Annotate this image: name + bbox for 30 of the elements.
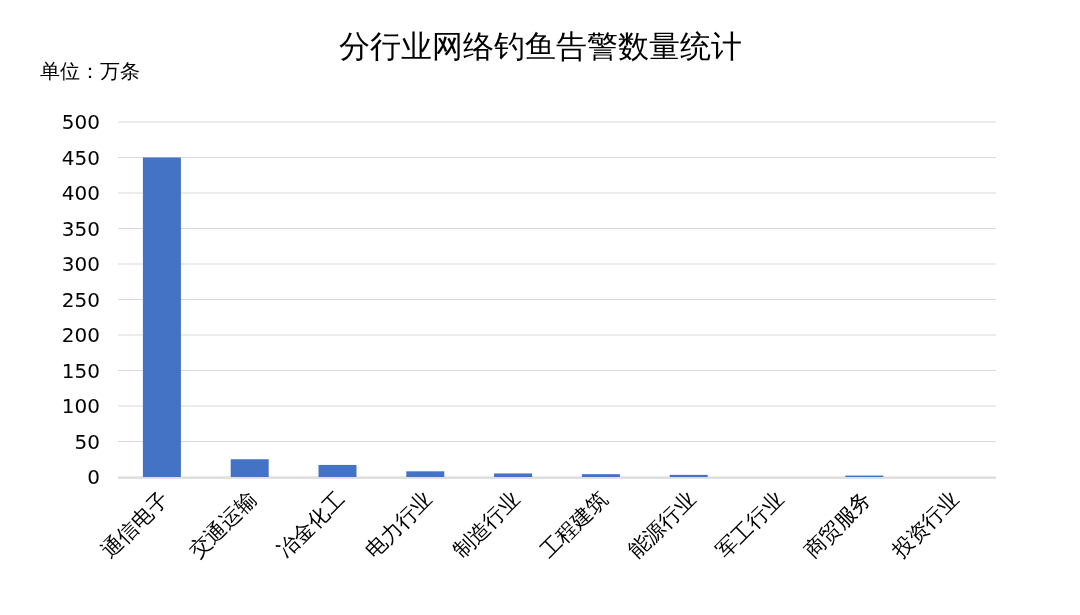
bar	[581, 474, 620, 477]
y-tick-label: 100	[61, 394, 100, 418]
y-tick-label: 400	[61, 181, 100, 205]
y-tick-label: 250	[61, 287, 100, 312]
x-tick-label: 能源行业	[623, 486, 701, 563]
x-tick-label: 交通运输	[184, 486, 262, 563]
y-axis-title: 单位：万条	[40, 59, 140, 83]
x-tick-label: 制造行业	[448, 486, 525, 563]
x-tick-label: 投资行业	[886, 486, 964, 564]
bar	[142, 157, 181, 477]
chart-title: 分行业网络钓鱼告警数量统计	[338, 28, 742, 64]
bar	[230, 459, 269, 477]
y-tick-label: 0	[87, 465, 100, 489]
y-tick-label: 500	[61, 110, 100, 134]
y-tick-label: 150	[61, 358, 100, 383]
x-tick-label: 军工行业	[711, 486, 789, 563]
y-tick-label: 300	[61, 252, 100, 276]
x-tick-label: 电力行业	[360, 486, 437, 563]
x-tick-label: 商贸服务	[799, 486, 876, 563]
bar	[318, 464, 357, 477]
bar	[669, 474, 708, 477]
y-tick-label: 200	[61, 323, 100, 347]
y-tick-label: 50	[74, 429, 100, 454]
y-tick-label: 450	[61, 145, 100, 170]
x-tick-label: 工程建筑	[536, 486, 613, 563]
x-tick-label: 冶金化工	[272, 486, 350, 563]
x-tick-label: 通信电子	[97, 486, 174, 563]
bar	[406, 471, 445, 477]
y-tick-label: 350	[61, 216, 100, 241]
bar	[494, 473, 533, 477]
